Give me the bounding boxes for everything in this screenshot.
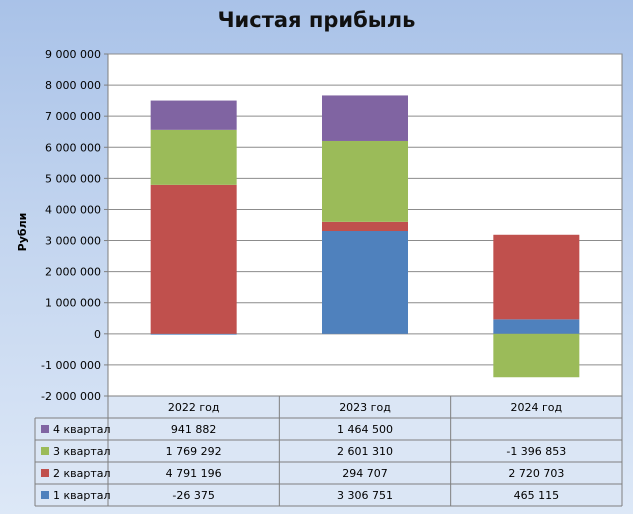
y-tick-label: 6 000 000 bbox=[45, 141, 101, 154]
y-tick-label: 4 000 000 bbox=[45, 203, 101, 216]
data-label: 2 601 310 bbox=[337, 445, 393, 458]
data-label: 4 791 196 bbox=[166, 467, 222, 480]
bar-segment bbox=[150, 333, 237, 335]
legend-label: 4 квартал bbox=[53, 423, 111, 436]
chart-title: Чистая прибыль bbox=[217, 8, 416, 32]
y-tick-label: 3 000 000 bbox=[45, 235, 101, 248]
data-label: 3 306 751 bbox=[337, 489, 393, 502]
legend-key bbox=[41, 491, 49, 499]
data-label: 941 882 bbox=[171, 423, 217, 436]
data-label: -26 375 bbox=[172, 489, 214, 502]
data-label: 294 707 bbox=[342, 467, 388, 480]
legend-label: 1 квартал bbox=[53, 489, 111, 502]
y-tick-label: 8 000 000 bbox=[45, 79, 101, 92]
data-label: 1 464 500 bbox=[337, 423, 393, 436]
y-tick-label: 0 bbox=[94, 328, 101, 341]
legend-key bbox=[41, 425, 49, 433]
category-label: 2022 год bbox=[168, 401, 220, 414]
legend-key bbox=[41, 447, 49, 455]
category-label: 2023 год bbox=[339, 401, 391, 414]
bar-segment bbox=[322, 95, 408, 141]
y-tick-label: -1 000 000 bbox=[41, 359, 101, 372]
bar-segment bbox=[322, 140, 408, 222]
bar-segment bbox=[322, 221, 408, 232]
bar-segment bbox=[322, 231, 408, 334]
table-header-bg bbox=[108, 396, 622, 418]
bar-segment bbox=[493, 333, 580, 378]
legend-label: 2 квартал bbox=[53, 467, 111, 480]
data-label: 1 769 292 bbox=[166, 445, 222, 458]
legend-key bbox=[41, 469, 49, 477]
bar-segment bbox=[150, 100, 237, 130]
data-label: 2 720 703 bbox=[508, 467, 564, 480]
bar-segment bbox=[493, 234, 580, 320]
y-tick-label: 7 000 000 bbox=[45, 110, 101, 123]
data-label: -1 396 853 bbox=[506, 445, 566, 458]
bar-segment bbox=[150, 129, 237, 185]
y-tick-label: 2 000 000 bbox=[45, 266, 101, 279]
y-tick-label: 9 000 000 bbox=[45, 48, 101, 61]
legend-label: 3 квартал bbox=[53, 445, 111, 458]
data-label: 465 115 bbox=[514, 489, 560, 502]
y-tick-label: 5 000 000 bbox=[45, 172, 101, 185]
y-tick-label: -2 000 000 bbox=[41, 390, 101, 403]
y-axis-title: Рубли bbox=[16, 213, 29, 252]
y-tick-label: 1 000 000 bbox=[45, 297, 101, 310]
bar-segment bbox=[493, 319, 580, 334]
category-label: 2024 год bbox=[511, 401, 563, 414]
bar-segment bbox=[150, 184, 237, 334]
